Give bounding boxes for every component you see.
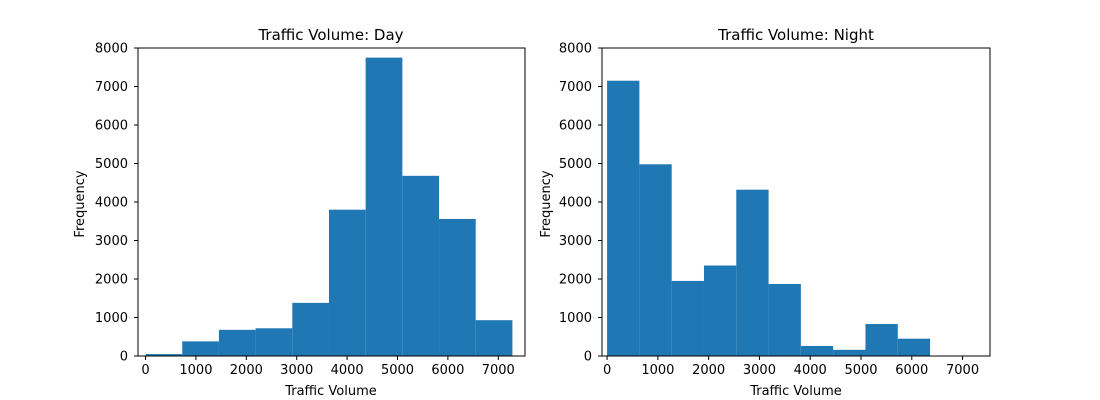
y-tick-label: 7000 [559,80,592,95]
histogram-bar [897,338,931,356]
histogram-bar [639,164,672,356]
histogram-bar [865,324,898,356]
y-tick-label: 3000 [95,234,128,249]
x-tick-label: 6000 [431,363,464,378]
x-tick-label: 0 [141,363,149,378]
x-tick-label: 2000 [230,363,263,378]
y-tick-label: 1000 [559,311,592,326]
y-tick-label: 2000 [95,273,128,288]
histogram-bar [292,302,329,356]
histogram-bar [800,345,834,356]
histogram-bar [475,320,513,356]
x-tick-label: 4000 [794,363,827,378]
plot-frame [137,47,526,357]
histogram-bar [607,80,640,356]
y-tick-label: 4000 [559,196,592,211]
x-tick-label: 7000 [946,363,979,378]
x-axis-label: Traffic Volume [749,384,842,399]
x-tick-label: 5000 [844,363,877,378]
histogram-bar [439,218,476,356]
y-axis-label: Frequency [539,170,554,237]
histogram-bar [145,354,183,356]
y-tick-label: 0 [120,350,128,365]
histogram-day: Traffic Volume: Day 0 1000 2000 3000 4000 500… [73,26,526,399]
histogram-bar [182,341,219,356]
x-ticks: 0 1000 2000 3000 4000 5000 6000 7000 [141,356,515,378]
bars [607,80,931,356]
histogram-bar [365,57,403,356]
histogram-bar [736,189,769,356]
y-tick-label: 0 [584,350,592,365]
chart-title: Traffic Volume: Night [717,26,874,44]
chart-title: Traffic Volume: Day [257,26,403,44]
histogram-bar [671,280,704,356]
y-tick-label: 5000 [559,157,592,172]
y-tick-label: 1000 [95,311,128,326]
x-tick-label: 5000 [381,363,414,378]
histogram-bar [703,265,737,356]
y-tick-label: 8000 [559,42,592,57]
y-tick-label: 8000 [95,42,128,57]
x-tick-label: 4000 [331,363,364,378]
histogram-bar [255,328,293,356]
y-ticks: 0 1000 2000 3000 4000 5000 6000 7000 8000 [559,42,602,365]
x-tick-label: 7000 [482,363,515,378]
histogram-bar [328,209,366,356]
y-tick-label: 5000 [95,157,128,172]
y-tick-label: 4000 [95,196,128,211]
y-ticks: 0 1000 2000 3000 4000 5000 6000 7000 8000 [95,42,138,365]
y-tick-label: 7000 [95,80,128,95]
histogram-bar [218,329,256,356]
x-tick-label: 1000 [641,363,674,378]
histogram-bar [833,349,866,356]
x-axis-label: Traffic Volume [284,384,377,399]
y-tick-label: 6000 [559,119,592,134]
x-tick-label: 3000 [743,363,776,378]
y-tick-label: 6000 [95,119,128,134]
histogram-bar [768,284,801,356]
x-ticks: 0 1000 2000 3000 4000 5000 6000 7000 [603,356,979,378]
x-tick-label: 0 [603,363,611,378]
y-tick-label: 2000 [559,273,592,288]
histogram-night: Traffic Volume: Night 0 1000 2000 3000 4000 5… [539,26,991,399]
x-tick-label: 3000 [280,363,313,378]
y-tick-label: 3000 [559,234,592,249]
x-tick-label: 1000 [179,363,212,378]
x-tick-label: 2000 [692,363,725,378]
histogram-bar [402,175,440,356]
bars [145,57,513,356]
plot-frame [601,47,991,357]
y-axis-label: Frequency [73,170,88,237]
x-tick-label: 6000 [895,363,928,378]
